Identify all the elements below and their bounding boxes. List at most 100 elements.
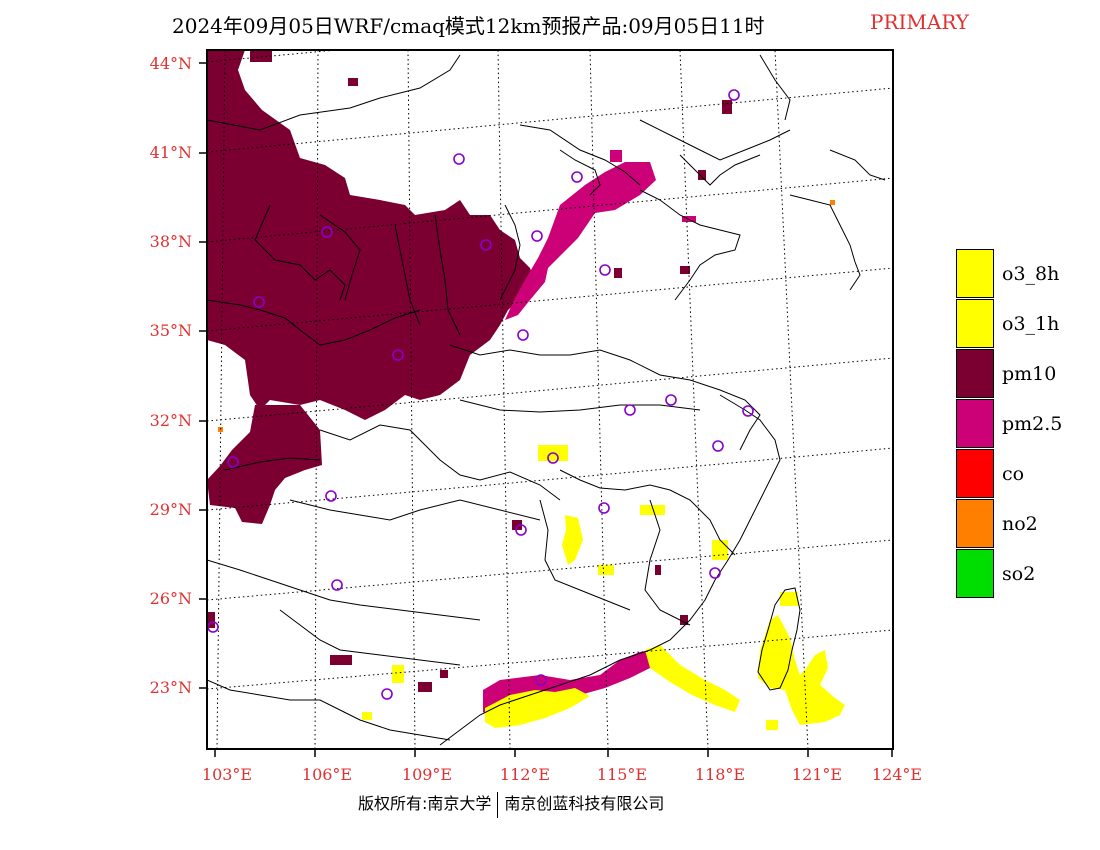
station-marker	[709, 567, 721, 579]
pm10-patch	[698, 170, 706, 180]
station-markers	[207, 89, 754, 700]
pm10-patch	[207, 612, 215, 628]
legend-swatch-o3-1h	[956, 299, 994, 348]
legend-label: pm10	[1002, 363, 1057, 385]
legend-swatch-no2	[956, 499, 994, 548]
pm25-patch	[610, 150, 622, 162]
legend-label: so2	[1002, 563, 1036, 585]
title-primary-tag: PRIMARY	[870, 10, 969, 34]
pm10-patch	[512, 520, 522, 530]
lat-label-38: 38°N	[149, 232, 192, 251]
lat-label-41: 41°N	[149, 143, 192, 162]
lon-label-124: 124°E	[871, 765, 923, 784]
boundaries	[207, 54, 886, 746]
legend-item-pm25: pm2.5	[956, 399, 1096, 449]
o3-patch	[640, 505, 665, 515]
legend-item-o3-1h: o3_1h	[956, 299, 1096, 349]
lat-label-32: 32°N	[149, 411, 192, 430]
map-frame	[206, 49, 894, 750]
lat-label-23: 23°N	[149, 678, 192, 697]
station-marker	[331, 579, 343, 591]
legend-item-o3-8h: o3_8h	[956, 249, 1096, 299]
title-main: 2024年09月05日WRF/cmaq模式12km预报产品:09月05日11时	[172, 14, 765, 38]
station-marker	[665, 394, 677, 406]
station-marker	[453, 153, 465, 165]
legend-swatch-co	[956, 449, 994, 498]
lon-label-121: 121°E	[791, 765, 843, 784]
o3-region-taiwan	[758, 615, 845, 725]
station-marker	[480, 239, 492, 251]
station-marker	[712, 440, 724, 452]
station-marker	[381, 688, 393, 700]
o3-patch	[598, 565, 614, 575]
legend-swatch-so2	[956, 549, 994, 598]
lon-label-103: 103°E	[201, 765, 253, 784]
pm10-patch	[440, 670, 448, 678]
o3-region-prd	[485, 688, 590, 728]
legend-label: o3_1h	[1002, 313, 1060, 335]
station-marker	[599, 264, 611, 276]
pm10-patch	[655, 565, 661, 575]
lon-label-109: 109°E	[401, 765, 453, 784]
pm10-patch	[348, 78, 358, 86]
pm10-patch	[680, 615, 688, 625]
station-marker	[624, 404, 636, 416]
station-marker	[515, 524, 527, 536]
station-marker	[535, 674, 547, 686]
graticule	[207, 50, 893, 749]
lat-label-44: 44°N	[149, 54, 192, 73]
lon-label-106: 106°E	[301, 765, 353, 784]
lon-label-112: 112°E	[499, 765, 551, 784]
lat-label-29: 29°N	[149, 500, 192, 519]
station-marker	[392, 349, 404, 361]
legend-swatch-pm25	[956, 399, 994, 448]
station-marker	[571, 171, 583, 183]
legend-label: o3_8h	[1002, 263, 1060, 285]
station-marker	[742, 405, 754, 417]
o3-patch	[392, 665, 404, 683]
o3-region-coastal-plume	[645, 645, 740, 712]
legend-label: pm2.5	[1002, 413, 1063, 435]
station-marker	[547, 452, 559, 464]
station-marker	[325, 490, 337, 502]
copyright-footer: 版权所有:南京大学 南京创蓝科技有限公司	[358, 790, 664, 818]
o3-patch	[780, 592, 798, 606]
no2-patch	[830, 200, 835, 205]
pm25-region-north-china	[505, 162, 656, 320]
legend-item-co: co	[956, 449, 1096, 499]
station-marker	[531, 230, 543, 242]
legend-swatch-pm10	[956, 349, 994, 398]
pm10-region-southwest	[207, 405, 322, 524]
lon-label-118: 118°E	[694, 765, 746, 784]
lat-label-26: 26°N	[149, 589, 192, 608]
o3-region-jiangxi	[562, 515, 583, 565]
station-marker	[321, 226, 333, 238]
pm10-patch	[722, 100, 732, 114]
station-marker	[598, 502, 610, 514]
pm10-patch	[614, 268, 622, 278]
o3-patch	[766, 720, 778, 730]
legend-item-pm10: pm10	[956, 349, 1096, 399]
o3-patch	[362, 712, 372, 720]
pm10-patch	[250, 50, 272, 62]
axis-ticks	[199, 62, 893, 757]
map-content	[207, 50, 893, 749]
station-marker	[728, 89, 740, 101]
pm10-patch	[680, 266, 690, 274]
lat-label-35: 35°N	[149, 321, 192, 340]
station-marker	[517, 329, 529, 341]
legend-item-no2: no2	[956, 499, 1096, 549]
pm10-patch	[418, 682, 432, 692]
station-marker	[253, 296, 265, 308]
footer-divider	[497, 791, 499, 818]
pm10-patch	[330, 655, 352, 665]
copyright-company: 南京创蓝科技有限公司	[504, 794, 665, 813]
lon-label-115: 115°E	[596, 765, 648, 784]
legend-label: co	[1002, 463, 1025, 485]
legend-label: no2	[1002, 513, 1038, 535]
legend: o3_8h o3_1h pm10 pm2.5 co no2 so2	[956, 249, 1096, 599]
o3-patch	[712, 540, 728, 560]
station-marker	[227, 456, 239, 468]
legend-item-so2: so2	[956, 549, 1096, 599]
